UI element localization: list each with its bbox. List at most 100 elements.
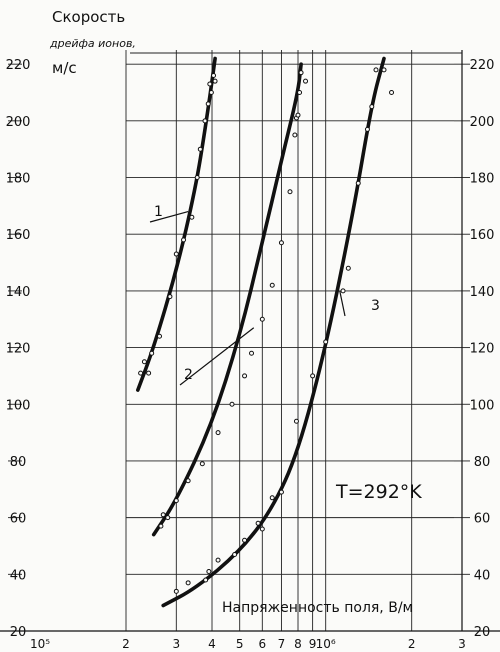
series-2-label: 2	[184, 367, 193, 383]
y-tick-label-right: 100	[470, 398, 495, 413]
y-tick-label-left: 160	[6, 228, 31, 243]
series-2-point	[287, 189, 293, 195]
series-3-point	[323, 339, 329, 345]
y-tick-label-left: 80	[10, 455, 27, 470]
y-tick-label-left: 100	[6, 398, 31, 413]
series-1-leader	[149, 210, 189, 223]
curves-layer	[136, 56, 386, 608]
series-3-point	[185, 580, 191, 586]
series-3-point	[206, 568, 212, 574]
series-1-curve	[136, 56, 217, 392]
series-3-point	[215, 557, 221, 563]
series-1-point	[212, 78, 218, 84]
series-2-point	[278, 240, 284, 246]
series-2-point	[295, 112, 301, 118]
series-3-curve	[161, 56, 386, 608]
x-tick-label: 7	[278, 637, 286, 651]
series-2-point	[229, 401, 235, 407]
series-2-point	[199, 461, 205, 467]
series-3-point	[293, 418, 299, 424]
points-layer	[138, 67, 395, 594]
x-tick-label: 2	[408, 637, 416, 651]
y-label-line2: дрейфа ионов,	[49, 37, 136, 50]
y-tick-label-right: 200	[470, 115, 495, 130]
series-1-point	[208, 90, 214, 96]
y-tick-label-left: 120	[6, 342, 31, 357]
series-3-point	[255, 520, 261, 526]
series-2-point	[298, 70, 304, 76]
series-1-point	[189, 214, 195, 220]
series-1-point	[202, 118, 208, 124]
series-3-point	[355, 180, 361, 186]
series-3-point	[203, 577, 209, 583]
series-1-point	[197, 146, 203, 152]
series-1-point	[141, 359, 147, 365]
series-3-point	[369, 104, 375, 110]
series-1-point	[157, 333, 163, 339]
series-2-point	[303, 78, 309, 84]
series-1-label: 1	[154, 204, 163, 220]
series-2-point	[173, 498, 179, 504]
series-3-point	[232, 551, 238, 557]
series-2-point	[249, 350, 255, 356]
series-3-point	[340, 288, 346, 294]
grid-layer	[0, 50, 500, 632]
series-2-point	[185, 478, 191, 484]
x-tick-label: 8	[294, 637, 302, 651]
y-tick-label-left: 40	[10, 568, 27, 583]
series-2-point	[165, 515, 171, 521]
series-3-point	[364, 126, 370, 132]
y-tick-label-left: 180	[6, 172, 31, 187]
series-2-leader	[179, 327, 255, 386]
x-axis-label: Напряженность поля, В/м	[222, 600, 413, 616]
x-tick-label: 3	[172, 637, 180, 651]
y-tick-label-right: 80	[474, 455, 491, 470]
labels-layer: 20 20 40 40 60 60 80 80 100 100 120 120 140 140 160 160…	[6, 58, 495, 651]
series-1-point	[167, 294, 173, 300]
y-tick-label-right: 180	[470, 172, 495, 187]
y-label-line1: Скорость	[52, 8, 125, 26]
y-tick-label-right: 160	[470, 228, 495, 243]
series-2-point	[297, 90, 303, 96]
x-tick-label: 10⁶	[316, 637, 336, 651]
x-tick-label: 9	[309, 637, 317, 651]
y-tick-label-left: 200	[6, 115, 31, 130]
series-2-point	[158, 523, 164, 529]
y-tick-label-left: 60	[10, 512, 27, 527]
y-unit: м/с	[52, 59, 77, 77]
series-3-point	[242, 537, 248, 543]
series-3-point	[259, 526, 265, 532]
x-tick-label: 2	[122, 637, 130, 651]
y-tick-label-right: 40	[474, 568, 491, 583]
series-2-point	[160, 512, 166, 518]
series-1-point	[181, 237, 187, 243]
series-3-point	[381, 67, 387, 73]
series-1-point	[146, 370, 152, 376]
y-tick-label-right: 220	[470, 58, 495, 73]
series-1-point	[149, 350, 155, 356]
series-2-point	[292, 132, 298, 138]
x-tick-label: 10⁵	[30, 637, 50, 651]
series-1-point	[207, 81, 213, 87]
series-3-leader	[339, 290, 346, 317]
series-3-point	[389, 90, 395, 96]
series-3-point	[310, 373, 316, 379]
series-3-point	[373, 67, 379, 73]
series-1-point	[138, 370, 144, 376]
y-tick-label-right: 20	[474, 625, 491, 640]
series-3-point	[345, 265, 351, 271]
series-2-point	[259, 316, 265, 322]
y-tick-label-right: 140	[470, 285, 495, 300]
series-3-point	[269, 495, 275, 501]
series-2-point	[215, 430, 221, 436]
y-tick-label-left: 20	[10, 625, 27, 640]
y-tick-label-right: 120	[470, 342, 495, 357]
series-2-point	[242, 373, 248, 379]
series-1-point	[194, 175, 200, 181]
x-tick-label: 6	[258, 637, 266, 651]
x-tick-label: 4	[208, 637, 216, 651]
series-3-point	[278, 489, 284, 495]
series-1-point	[211, 73, 217, 79]
